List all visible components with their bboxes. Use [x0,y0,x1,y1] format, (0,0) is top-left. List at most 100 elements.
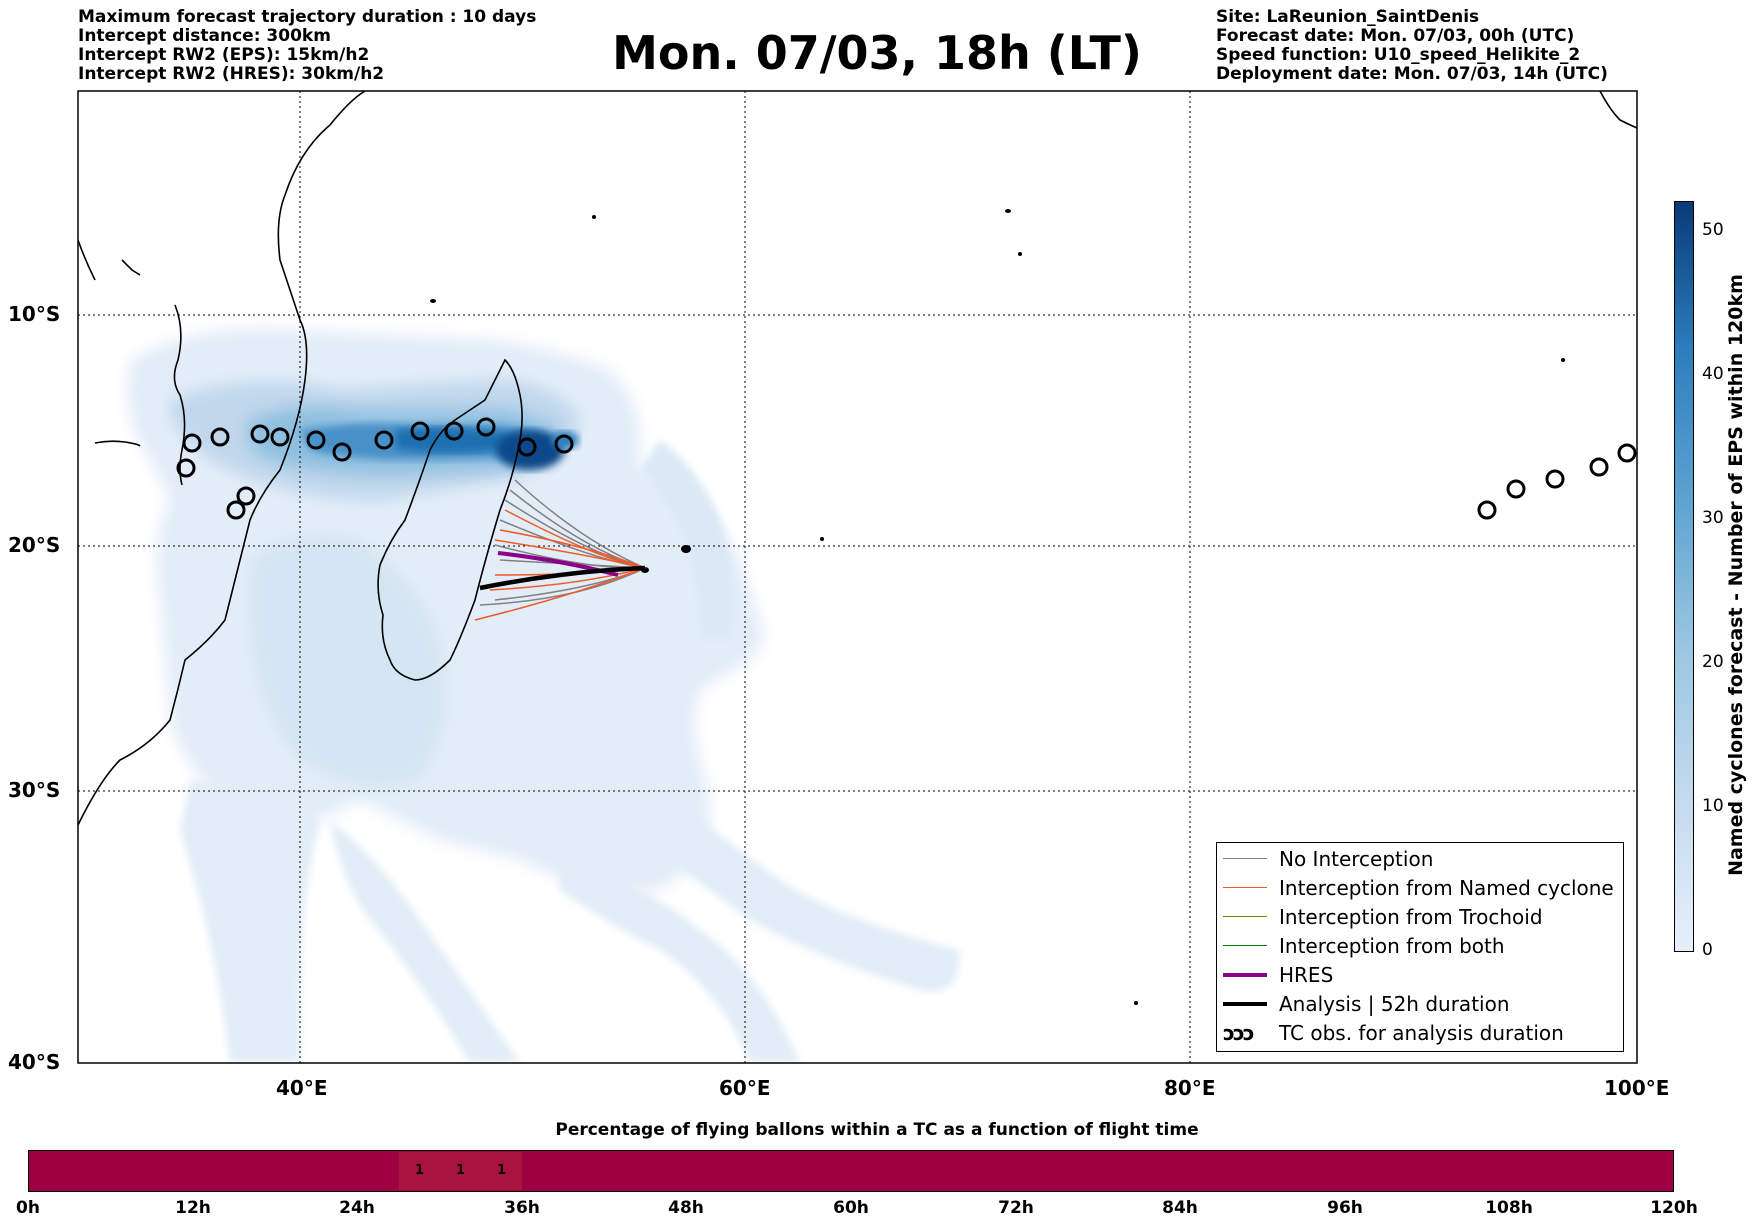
lon-label: 80°E [1164,1076,1216,1100]
coast-fragment [78,239,96,281]
legend-item: Analysis | 52h duration [1217,990,1623,1019]
lat-label: 40°S [8,1050,61,1074]
coast-fragment [121,259,141,276]
legend-label: HRES [1279,963,1334,987]
tc-symbol [374,430,394,450]
madagascar-coastline [377,358,523,681]
island [1561,358,1565,362]
flight-time-tick: 84h [1162,1198,1198,1218]
legend-swatch [1223,945,1267,946]
legend-label: Interception from Trochoid [1279,905,1543,929]
islands [430,209,1565,1005]
island [1018,252,1022,256]
trajectory-named-cyclone [504,509,646,569]
tc-symbol [182,433,202,453]
header-right-line: Site: LaReunion_SaintDenis [1216,7,1480,27]
tc-observations [176,417,1637,520]
legend-label: TC obs. for analysis duration [1279,1021,1564,1045]
tc-symbol [554,434,574,454]
flight-time-tick: 0h [16,1198,40,1218]
flight-time-cell: 1 [481,1152,522,1190]
map-title: Mon. 07/03, 18h (LT) [612,26,1142,80]
trajectories [474,479,646,621]
header-left-line: Intercept RW2 (HRES): 30km/h2 [78,64,385,84]
map-frame [77,90,1638,1064]
tc-symbol [176,458,196,478]
tc-symbol [210,427,230,447]
flight-time-tick: 24h [339,1198,375,1218]
trajectory-named-cyclone [474,567,646,621]
lon-label: 60°E [719,1076,771,1100]
lon-label: 40°E [276,1076,328,1100]
coast-fragment [1599,91,1637,129]
flight-time-tick: 120h [1650,1198,1698,1218]
tc-symbol [250,424,270,444]
flight-time-tick: 12h [175,1198,211,1218]
colorbar [1674,201,1694,952]
legend-item: Interception from Trochoid [1217,903,1623,932]
tc-symbol [332,442,352,462]
island [592,215,596,219]
trajectory-named-cyclone [489,567,646,591]
tc-symbol [517,437,537,457]
gridlines [78,91,1637,1063]
coast-fragment [94,440,141,447]
header-right-line: Speed function: U10_speed_Helikite_2 [1216,45,1581,65]
tc-symbol [1506,479,1526,499]
flight-time-tick: 60h [833,1198,869,1218]
lat-label: 10°S [8,302,61,326]
header-left: Maximum forecast trajectory duration : 1… [78,8,536,84]
colorbar-tick: 20 [1702,652,1724,672]
lat-label: 20°S [8,533,61,557]
colorbar-tick: 40 [1702,364,1724,384]
island [1134,1001,1138,1005]
tc-symbol [1477,500,1497,520]
legend-label: Analysis | 52h duration [1279,992,1510,1016]
trajectory-named-cyclone [499,529,646,569]
header-left-line: Intercept distance: 300km [78,26,331,46]
legend-swatch [1223,887,1267,888]
legend-swatch [1223,1002,1267,1006]
coastlines [78,91,1637,826]
tc-symbol [410,421,430,441]
trajectory-no-interception [514,479,646,569]
legend-item: ↄↄↄ TC obs. for analysis duration [1217,1019,1623,1048]
legend-label: Interception from Named cyclone [1279,876,1614,900]
tc-symbol [306,430,326,450]
tc-symbol [226,500,246,520]
legend-swatch [1223,973,1267,977]
legend: No Interception Interception from Named … [1216,842,1624,1052]
legend-label: Interception from both [1279,934,1505,958]
map-area [78,91,1637,1063]
flight-time-tick: 36h [504,1198,540,1218]
flight-time-tick: 48h [668,1198,704,1218]
tc-symbol-icon: ↄↄↄ [1223,1021,1255,1045]
flight-time-tick: 96h [1327,1198,1363,1218]
trajectory-analysis [479,565,646,591]
header-left-line: Intercept RW2 (EPS): 15km/h2 [78,45,370,65]
tc-symbol [236,486,256,506]
tc-symbol [476,417,496,437]
tc-symbol [1545,469,1565,489]
header-right-line: Forecast date: Mon. 07/03, 00h (UTC) [1216,26,1575,46]
tc-symbol [1589,457,1609,477]
lat-label: 30°S [8,778,61,802]
legend-swatch [1223,916,1267,917]
tc-symbol [270,427,290,447]
flight-time-tick: 108h [1485,1198,1533,1218]
island [1005,209,1011,213]
header-left-line: Maximum forecast trajectory duration : 1… [78,7,537,27]
tc-symbol [444,421,464,441]
legend-label: No Interception [1279,847,1434,871]
header-right-line: Deployment date: Mon. 07/03, 14h (UTC) [1216,64,1608,84]
legend-swatch [1223,858,1267,859]
legend-item: No Interception [1217,845,1623,874]
mauritius-island [681,545,691,553]
colorbar-tick: 50 [1702,220,1724,240]
island [430,299,436,303]
legend-item: Interception from Named cyclone [1217,874,1623,903]
flight-time-bar: 1 1 1 [28,1150,1674,1192]
lon-label: 100°E [1604,1076,1670,1100]
africa-coastline [78,91,366,826]
